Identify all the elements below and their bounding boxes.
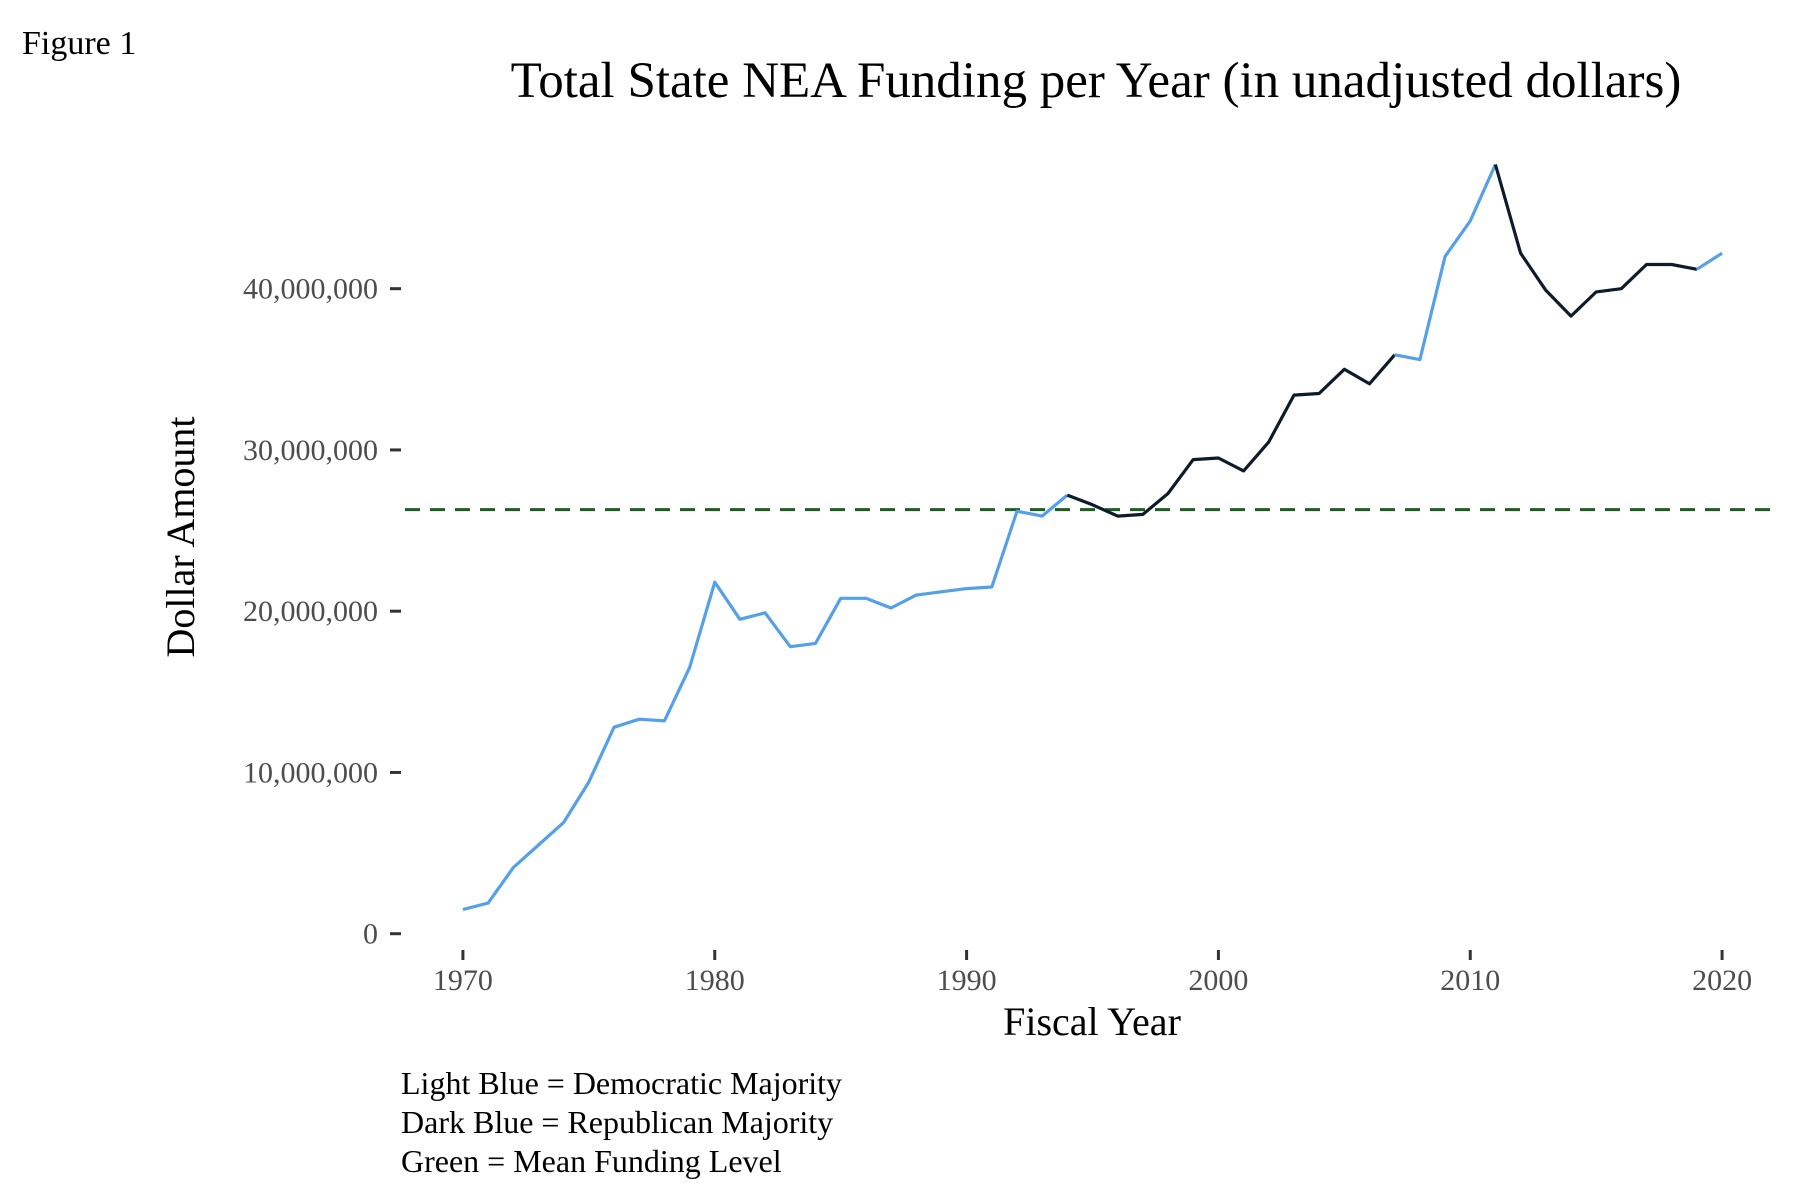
x-tick-label: 1980: [685, 964, 745, 997]
figure-label: Figure 1: [22, 25, 136, 62]
series-segment-democratic-4: [1696, 251, 1723, 271]
caption: Light Blue = Democratic Majority Dark Bl…: [401, 1065, 842, 1179]
y-tick-label: 40,000,000: [243, 273, 378, 306]
y-tick-label: 30,000,000: [243, 434, 378, 467]
series-segment-democratic-0: [462, 493, 1069, 912]
x-axis-title: Fiscal Year: [1003, 999, 1181, 1044]
series-segment-democratic-2: [1394, 163, 1497, 362]
series-segment-republican-3: [1493, 164, 1698, 318]
chart-title: Total State NEA Funding per Year (in una…: [511, 53, 1682, 109]
y-tick-label: 0: [363, 918, 378, 951]
x-tick-label: 2020: [1692, 964, 1752, 997]
x-tick-label: 1990: [937, 964, 997, 997]
x-tick-label: 1970: [433, 964, 493, 997]
series-line-layer: [462, 163, 1723, 912]
y-tick-label: 10,000,000: [243, 756, 378, 789]
y-tick-label: 20,000,000: [243, 595, 378, 628]
x-tick-label: 2000: [1188, 964, 1248, 997]
x-axis: 1970 1980 1990 2000 2010 2020: [433, 950, 1752, 997]
caption-line-democratic: Light Blue = Democratic Majority: [401, 1065, 842, 1101]
y-axis: 0 10,000,000 20,000,000 30,000,000 40,000,00…: [243, 273, 401, 951]
caption-line-republican: Dark Blue = Republican Majority: [401, 1104, 833, 1140]
caption-line-mean: Green = Mean Funding Level: [401, 1143, 782, 1179]
x-tick-label: 2010: [1440, 964, 1500, 997]
series-segment-republican-1: [1066, 353, 1396, 518]
y-axis-title: Dollar Amount: [158, 416, 203, 657]
